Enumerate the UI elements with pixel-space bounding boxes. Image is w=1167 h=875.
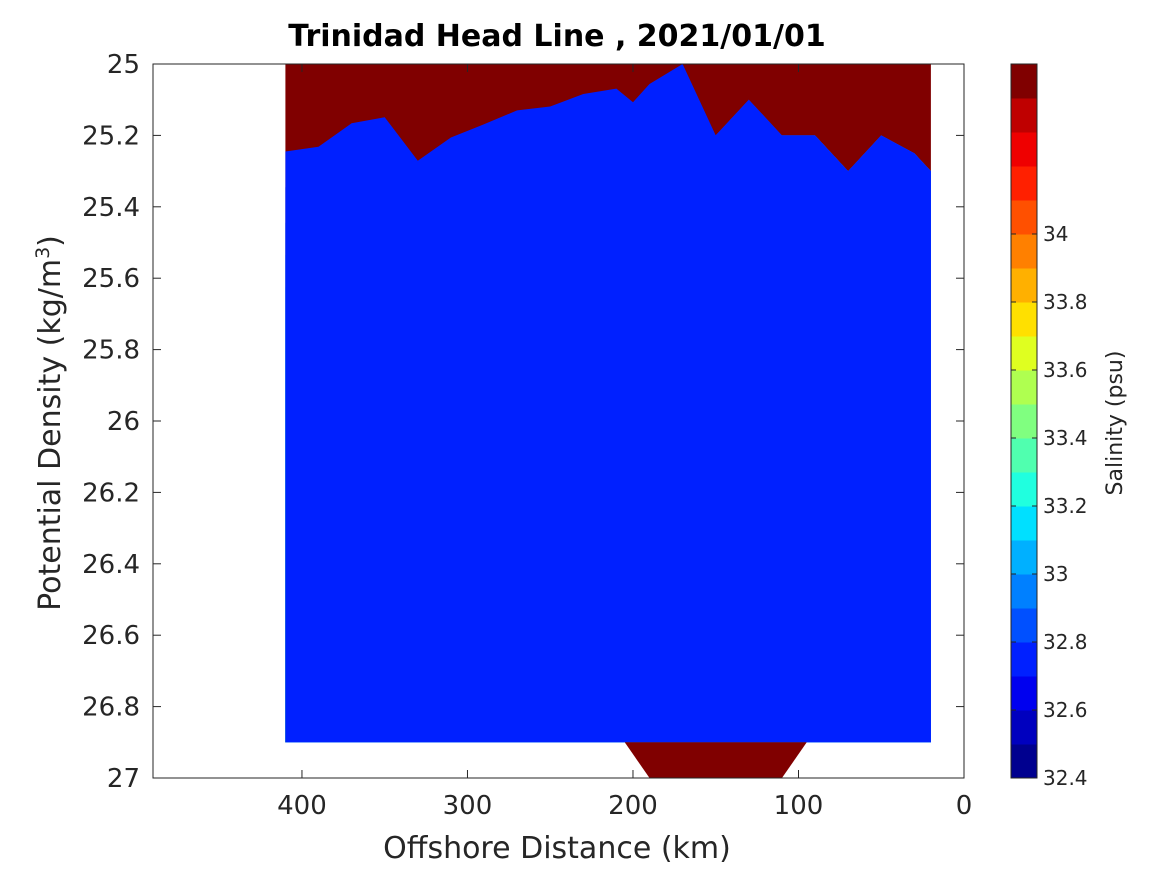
colorbar-swatch: [1011, 574, 1037, 609]
y-tick-label: 26.6: [82, 621, 140, 651]
salinity-band: [285, 64, 931, 743]
colorbar-tick-label: 33.6: [1043, 358, 1088, 382]
x-tick-label: 0: [956, 791, 973, 821]
colorbar-tick-label: 33.2: [1043, 494, 1088, 518]
y-axis-ticks: 25 25.2 25.4 25.6 25.8 26 26.2 26.4 26.6 26.8 27: [82, 50, 964, 794]
colorbar-tick-label: 32.8: [1043, 630, 1088, 654]
colorbar-swatch: [1011, 132, 1037, 167]
colorbar-swatch: [1011, 472, 1037, 507]
y-tick-label: 26.2: [82, 478, 140, 508]
colorbar-label: Salinity (psu): [1103, 351, 1128, 496]
colorbar-swatch: [1011, 404, 1037, 439]
y-tick-label: 27: [107, 764, 140, 794]
colorbar-swatch: [1011, 234, 1037, 269]
x-axis-ticks: 400 300 200 100 0: [277, 64, 972, 821]
colorbar-swatch: [1011, 64, 1037, 99]
x-axis-label: Offshore Distance (km): [383, 831, 731, 866]
plot-area: 400 300 200 100 0 25 25.2 25.4 25.6 25.8 26 26.2 26…: [82, 50, 972, 821]
colorbar-swatch: [1011, 540, 1037, 575]
colorbar-swatch: [1011, 336, 1037, 371]
colorbar-bands: [1011, 64, 1037, 779]
colorbar-swatch: [1011, 268, 1037, 303]
colorbar-swatch: [1011, 744, 1037, 779]
y-tick-label: 25.6: [82, 264, 140, 294]
x-tick-label: 300: [443, 791, 493, 821]
colorbar-swatch: [1011, 166, 1037, 201]
colorbar: 32.4 32.6 32.8 33 33.2 33.4 33.6 33.8 34: [1010, 63, 1088, 790]
y-tick-label: 25.4: [82, 193, 140, 223]
colorbar-swatch: [1011, 98, 1037, 133]
colorbar-swatch: [1011, 370, 1037, 405]
colorbar-tick-label: 33: [1043, 562, 1068, 586]
y-tick-label: 26: [107, 407, 140, 437]
colorbar-swatch: [1011, 676, 1037, 711]
y-tick-label: 25.2: [82, 121, 140, 151]
x-tick-label: 100: [774, 791, 824, 821]
colorbar-frame: [1010, 63, 1038, 779]
colorbar-tick-label: 33.4: [1043, 426, 1088, 450]
y-tick-label: 25.8: [82, 336, 140, 366]
colorbar-tick-label: 32.4: [1043, 766, 1088, 790]
colorbar-swatch: [1011, 710, 1037, 745]
colorbar-ticks: 32.4 32.6 32.8 33 33.2 33.4 33.6 33.8 34: [1011, 222, 1088, 790]
x-tick-label: 400: [277, 791, 327, 821]
colorbar-swatch: [1011, 642, 1037, 677]
chart-title: Trinidad Head Line , 2021/01/01: [288, 19, 825, 54]
colorbar-swatch: [1011, 608, 1037, 643]
colorbar-swatch: [1011, 302, 1037, 337]
salinity-bands: [285, 64, 931, 778]
x-tick-label: 200: [608, 791, 658, 821]
y-tick-label: 25: [107, 50, 140, 80]
y-tick-label: 26.8: [82, 693, 140, 723]
colorbar-tick-label: 34: [1043, 222, 1068, 246]
y-axis-label: Potential Density (kg/m3): [32, 235, 68, 611]
colorbar-swatch: [1011, 200, 1037, 235]
colorbar-swatch: [1011, 506, 1037, 541]
y-tick-label: 26.4: [82, 550, 140, 580]
colorbar-tick-label: 32.6: [1043, 698, 1088, 722]
salinity-band: [624, 742, 807, 778]
colorbar-tick-label: 33.8: [1043, 290, 1088, 314]
colorbar-swatch: [1011, 438, 1037, 473]
